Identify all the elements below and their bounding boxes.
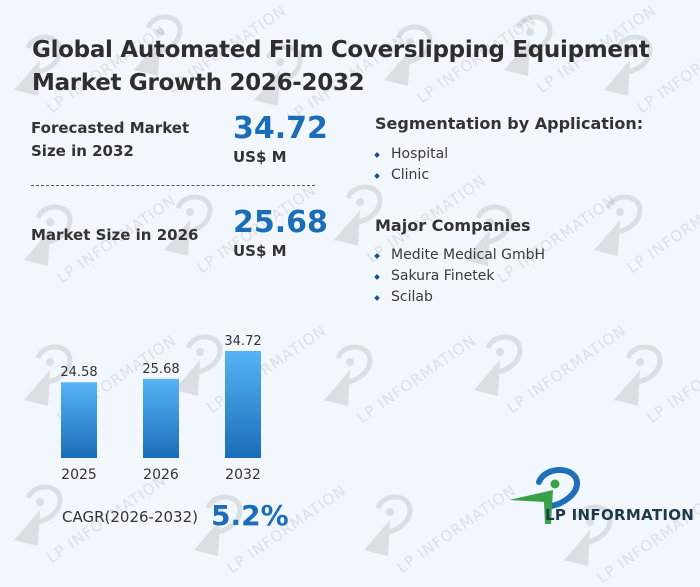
company-item-label: Scilab (391, 289, 433, 305)
watermark: LP INFORMATION (360, 481, 520, 577)
bar-2026 (143, 378, 179, 458)
logo-arrow-icon (509, 490, 553, 524)
bar-value-label: 25.68 (142, 362, 179, 377)
bar-chart: 24.58 2025 25.68 2026 34.72 2032 (60, 334, 261, 483)
watermark-logo-icon (594, 194, 643, 256)
forecast-label-line1: Forecasted Market (31, 119, 190, 137)
bar-2025 (61, 382, 97, 458)
watermark-logo-icon (334, 184, 383, 246)
current-label: Market Size in 2026 (31, 226, 199, 244)
logo-arc-icon (536, 467, 580, 509)
x-tick-label: 2032 (225, 467, 261, 483)
current-value: 25.68 (233, 205, 328, 240)
bullet-icon (374, 152, 380, 158)
segmentation-item: Clinic (374, 165, 448, 186)
watermark-logo-icon (614, 344, 663, 406)
segmentation-title: Segmentation by Application: (375, 114, 644, 133)
page-title: Global Automated Film Coverslipping Equi… (32, 37, 650, 96)
companies-title: Major Companies (375, 216, 531, 235)
watermark: LP INFORMATION (590, 181, 700, 277)
bar-2032 (225, 351, 261, 458)
bullet-icon (374, 274, 380, 280)
company-item-label: Sakura Finetek (391, 268, 495, 284)
watermark-text: LP INFORMATION (503, 321, 630, 417)
logo-text: LP INFORMATION (545, 506, 695, 524)
watermark: LP INFORMATION (320, 331, 480, 427)
current-unit: US$ M (233, 242, 287, 260)
company-item: Scilab (374, 287, 545, 308)
watermark-text: LP INFORMATION (643, 331, 700, 427)
watermark-logo-icon (364, 494, 413, 556)
watermark: LP INFORMATION (610, 331, 700, 427)
forecast-label-line2: Size in 2032 (31, 142, 134, 160)
watermark-text: LP INFORMATION (353, 331, 480, 427)
segmentation-item: Hospital (374, 144, 449, 165)
companies-list: Medite Medical GmbH Sakura Finetek Scila… (374, 245, 546, 308)
lp-information-logo (509, 467, 580, 524)
watermark-logo-icon (14, 484, 63, 546)
company-item: Medite Medical GmbH (374, 245, 546, 266)
bar-value-label: 34.72 (224, 334, 261, 349)
forecast-label: Forecasted Market Size in 2032 (31, 117, 189, 163)
segmentation-list: Hospital Clinic (374, 144, 449, 186)
cagr-label: CAGR(2026-2032) (62, 508, 198, 526)
watermark-logo-icon (474, 334, 523, 396)
watermark-text: LP INFORMATION (623, 181, 700, 277)
bullet-icon (374, 295, 380, 301)
watermark: LP INFORMATION (470, 321, 630, 417)
segmentation-item-label: Hospital (391, 146, 449, 162)
cagr-value: 5.2% (211, 499, 289, 532)
bullet-icon (374, 253, 380, 259)
forecast-value: 34.72 (233, 111, 328, 146)
divider (31, 185, 315, 186)
x-tick-label: 2025 (61, 467, 97, 483)
logo-dot-icon (550, 479, 560, 489)
bar-value-label: 24.58 (60, 365, 97, 380)
forecast-unit: US$ M (233, 148, 287, 166)
x-tick-label: 2026 (143, 467, 179, 483)
company-item-label: Medite Medical GmbH (391, 247, 546, 263)
company-item: Sakura Finetek (374, 266, 545, 287)
segmentation-item-label: Clinic (391, 167, 430, 183)
bullet-icon (374, 173, 380, 179)
watermark-text: LP INFORMATION (393, 481, 520, 577)
